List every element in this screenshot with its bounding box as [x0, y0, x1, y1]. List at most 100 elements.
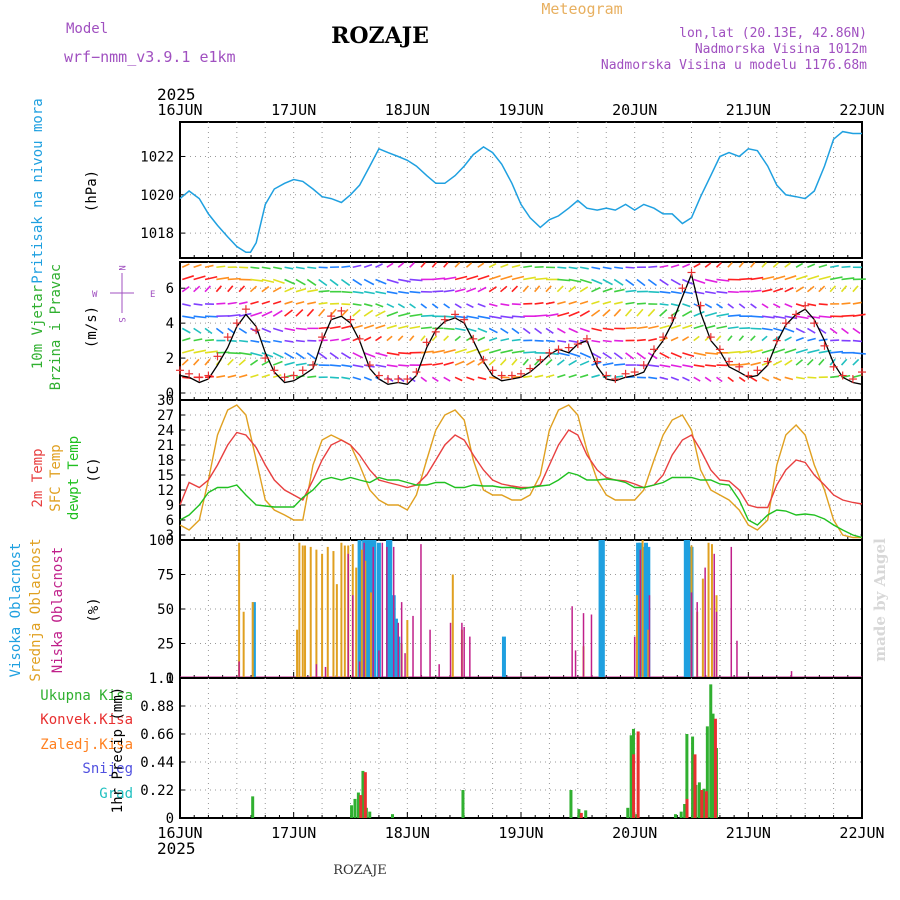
- wind-arrow: [602, 339, 612, 343]
- cloud-mid-bar: [301, 545, 304, 678]
- wind-arrow: [284, 361, 295, 366]
- wind-arrow: [216, 265, 226, 269]
- wind-arrow: [727, 350, 741, 354]
- cloud-mid-bar: [321, 553, 324, 678]
- compass-e: E: [150, 290, 155, 300]
- wind-arrow: [466, 359, 475, 366]
- wind-arrow: [602, 352, 613, 360]
- wind-arrow: [363, 309, 374, 317]
- wind-arrow: [250, 266, 260, 270]
- wind-arrow: [829, 285, 836, 293]
- wind-arrow: [204, 264, 214, 269]
- wind-arrow: [318, 308, 326, 317]
- time-axis-bottom: 16JUN 17JUN 18JUN 19JUN 20JUN 21JUN 22JUN: [157, 824, 884, 842]
- precip-frozen: Zaledj.Kisa: [40, 737, 133, 753]
- precip-total-bar: [584, 810, 588, 818]
- wind-arrow: [215, 327, 224, 335]
- temp-unit: (C): [86, 457, 102, 482]
- wind-arrow: [284, 300, 293, 305]
- time-tick-top: 22JUN: [839, 101, 884, 119]
- wind-arrow: [750, 289, 762, 293]
- meteogram-label: Meteogram: [541, 0, 622, 18]
- y-tick-label: 0.66: [140, 727, 174, 743]
- wind-arrow: [500, 327, 509, 334]
- cloud-low-bar: [463, 626, 465, 678]
- wind-arrow: [852, 285, 859, 293]
- wind-arrow: [489, 315, 502, 320]
- wind-arrow: [568, 373, 577, 379]
- wind-arrow: [386, 311, 399, 317]
- wind-arrow: [204, 339, 214, 342]
- wind-arrow: [784, 262, 791, 268]
- wind-arrow: [193, 263, 202, 269]
- wind-arrow: [397, 335, 404, 342]
- wind-arrow: [466, 348, 479, 354]
- wind-arrow: [624, 308, 633, 317]
- wind-arrow: [818, 275, 831, 281]
- time-tick-bottom: 18JUN: [385, 824, 430, 842]
- precip-total-bar: [368, 811, 372, 818]
- wind-arrow: [193, 315, 207, 319]
- cloud-high-bar: [501, 636, 506, 678]
- wind-arrow: [375, 324, 386, 330]
- cloud-low-bar: [590, 614, 593, 678]
- wind-arrow: [454, 360, 465, 366]
- wind-arrow: [614, 363, 626, 366]
- time-tick-top: 20JUN: [612, 101, 657, 119]
- cloud-low-bar: [381, 542, 384, 678]
- y-tick-label: 27: [157, 408, 174, 424]
- wind-arrow: [363, 324, 375, 330]
- cloud-low-bar: [790, 671, 793, 678]
- precip-total-bar: [683, 804, 687, 818]
- precip-total-bar: [705, 726, 709, 818]
- wind-arrow: [841, 277, 855, 281]
- y-tick-label: 4: [166, 316, 174, 332]
- wind-arrow: [761, 376, 770, 382]
- gust-markers: [176, 268, 866, 384]
- wind-arrow: [272, 374, 282, 379]
- wind-arrow: [386, 335, 393, 342]
- wind-arrow: [238, 374, 248, 379]
- wind-arrow: [784, 376, 794, 381]
- precip-conv-bar: [359, 795, 363, 818]
- cloud-low-bar: [715, 611, 718, 678]
- wind-arrow: [511, 275, 525, 281]
- wind-arrow: [818, 338, 828, 342]
- wind-arrow: [466, 275, 479, 281]
- wind-arrow: [227, 313, 241, 317]
- wind-arrow: [670, 278, 681, 286]
- precip-axis: 1hr Precip (mm): [110, 687, 126, 813]
- wind-arrow: [443, 361, 454, 366]
- wind-arrow: [488, 348, 502, 354]
- wind-arrow: [386, 324, 397, 330]
- wind-arrow: [818, 264, 828, 269]
- wind-arrow: [329, 364, 341, 367]
- wind-arrow: [738, 303, 746, 309]
- wind-arrow: [329, 278, 339, 287]
- wind-arrow: [431, 335, 438, 342]
- wind-arrow: [715, 262, 722, 268]
- wind-arrow: [670, 364, 682, 368]
- wind-arrow: [795, 348, 808, 354]
- wind-arrow: [284, 339, 294, 343]
- wind-arrow: [795, 336, 804, 342]
- cloud-low-bar: [438, 664, 440, 678]
- wind-arrow: [772, 303, 781, 309]
- wind-arrow: [784, 359, 793, 366]
- wind-panel: 0 2 4 6: [166, 261, 866, 402]
- wind-arrow: [556, 359, 565, 366]
- wind-arrow: [579, 266, 589, 270]
- wind-line1: 10m Vjetar: [30, 285, 46, 369]
- wind-arrow: [795, 262, 804, 268]
- wind-arrow: [249, 285, 258, 293]
- wind-arrow: [761, 327, 773, 331]
- cloud-low: Niska Oblacnost: [50, 547, 66, 673]
- wind-arrow: [852, 339, 862, 343]
- wind-arrow: [443, 348, 456, 354]
- wind-arrow: [557, 374, 566, 379]
- wind-arrow: [750, 361, 761, 366]
- wind-arrow: [398, 312, 411, 317]
- wind-arrow: [466, 303, 474, 309]
